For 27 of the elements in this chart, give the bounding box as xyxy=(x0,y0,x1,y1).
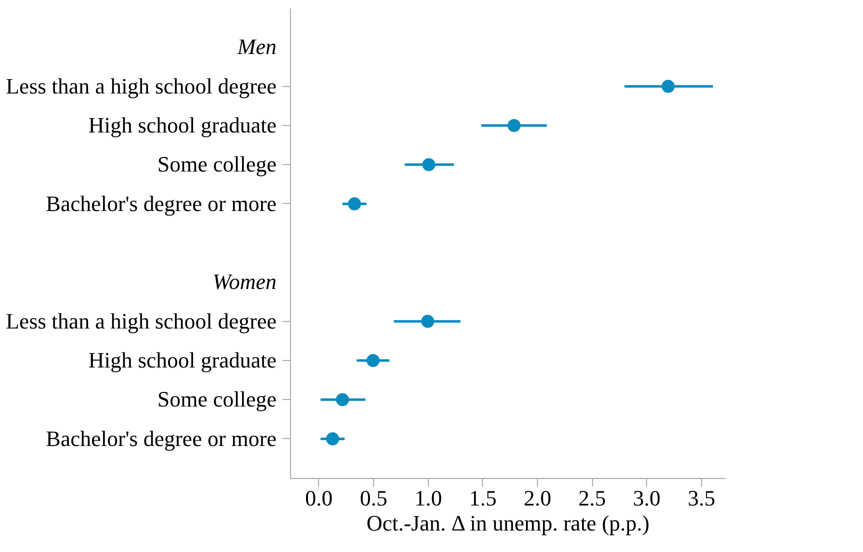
point xyxy=(421,314,434,328)
y-tick-label: Men xyxy=(236,34,276,60)
y-tick-label: High school graduate xyxy=(88,112,276,138)
y-tick-label: Less than a high school degree xyxy=(6,73,276,98)
x-tick-label: 1.0 xyxy=(414,486,442,510)
y-tick-label: Some college xyxy=(157,152,276,177)
x-tick-label: 1.5 xyxy=(469,486,497,510)
point xyxy=(662,80,675,93)
point xyxy=(366,354,380,368)
y-tick-label: Bachelor's degree or more xyxy=(46,190,276,216)
point xyxy=(348,197,362,210)
x-axis-title: Oct.-Jan. Δ in unemp. rate (p.p.) xyxy=(366,510,650,536)
x-tick-label: 2.0 xyxy=(524,486,552,510)
point xyxy=(326,432,340,446)
x-tick-label: 2.5 xyxy=(578,486,606,510)
y-tick-label: Some college xyxy=(157,386,276,412)
point xyxy=(422,158,436,172)
x-tick-label: 0.0 xyxy=(305,486,333,510)
x-tick-label: 0.5 xyxy=(360,486,388,510)
x-tick-label: 3.0 xyxy=(633,486,661,510)
point xyxy=(508,118,521,132)
y-tick-label: Bachelor's degree or more xyxy=(46,426,276,451)
y-tick-label: Less than a high school degree xyxy=(6,308,276,334)
y-tick-label: High school graduate xyxy=(88,348,276,372)
point xyxy=(336,393,349,406)
y-tick-label: Women xyxy=(212,269,276,294)
x-tick-label: 3.5 xyxy=(688,486,716,510)
